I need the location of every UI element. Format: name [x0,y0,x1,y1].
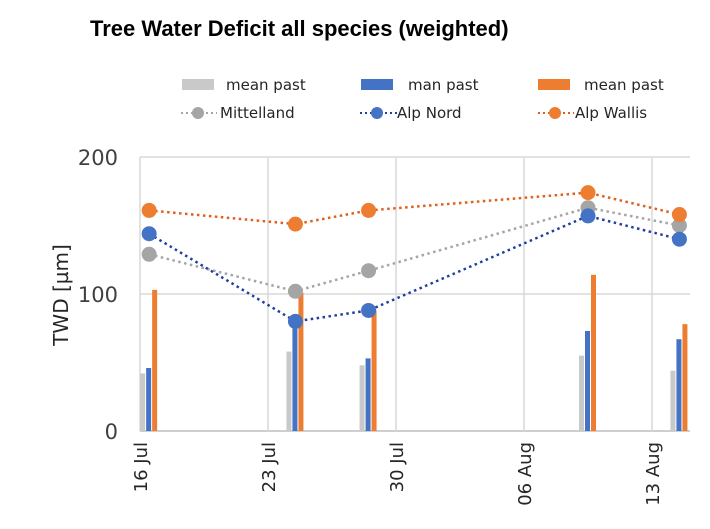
y-tick-label: 200 [78,146,118,170]
legend-label-bar-blue: man past [408,76,479,94]
point-alp-nord [361,302,377,318]
bars [140,274,688,431]
series-line-alp-wallis [149,191,680,226]
series-line-mittelland [148,206,680,293]
legend-marker-alp-wallis [549,107,561,119]
bar-0-1 [286,351,292,431]
x-tick-label: 16 Jul [131,442,152,492]
y-axis-label: TWD [µm] [49,244,73,347]
legend-label-bar-grey: mean past [226,76,306,94]
x-tick-label: 23 Jul [259,442,280,492]
series-line-alp-nord [148,214,680,323]
bar-2-4 [682,324,688,431]
point-alp-wallis [361,202,377,218]
x-tick-label: 30 Jul [387,442,408,492]
chart-title: Tree Water Deficit all species (weighted… [90,16,509,41]
point-mittelland [141,246,157,262]
legend-label-alp-wallis: Alp Wallis [575,104,647,122]
bar-0-2 [359,365,365,431]
bar-1-2 [365,358,371,431]
y-tick-label: 100 [78,283,118,307]
bar-1-3 [585,330,590,431]
legend-marker-alp-nord [371,107,383,119]
point-alp-nord [580,208,596,224]
legend-swatch-bar-orange [538,79,570,90]
gridlines [139,156,690,432]
bar-2-2 [371,310,377,431]
bar-0-3 [579,355,584,431]
point-alp-wallis [671,207,687,223]
series-lines [141,185,687,329]
bar-2-3 [591,274,596,431]
bar-2-0 [152,289,158,431]
point-alp-nord [141,226,157,242]
legend-label-bar-orange: mean past [584,76,664,94]
bar-0-4 [670,370,676,431]
legend-label-mittelland: Mittelland [220,104,295,122]
bar-0-0 [140,373,146,431]
point-mittelland [287,283,303,299]
bar-1-4 [676,339,682,431]
legend: mean past man past mean past Mittelland … [181,76,664,122]
y-tick-label: 0 [105,420,118,444]
point-mittelland [671,218,687,233]
legend-label-alp-nord: Alp Nord [397,104,462,122]
point-alp-wallis [141,202,157,218]
point-alp-nord [287,313,303,329]
x-tick-label: 13 Aug [643,442,664,506]
bar-1-0 [146,367,152,431]
legend-marker-mittelland [192,107,204,119]
bar-2-1 [298,292,304,431]
point-alp-wallis [287,216,303,232]
x-tick-label: 06 Aug [515,442,536,506]
legend-swatch-bar-grey [182,79,214,90]
point-alp-nord [671,231,687,247]
y-tick-labels: 0 100 200 [78,146,118,444]
point-mittelland [361,263,377,279]
legend-swatch-bar-blue [361,79,393,90]
point-alp-wallis [580,185,596,201]
bar-1-1 [292,321,298,431]
x-tick-labels: 16 Jul 23 Jul 30 Jul 06 Aug 13 Aug [131,442,664,506]
